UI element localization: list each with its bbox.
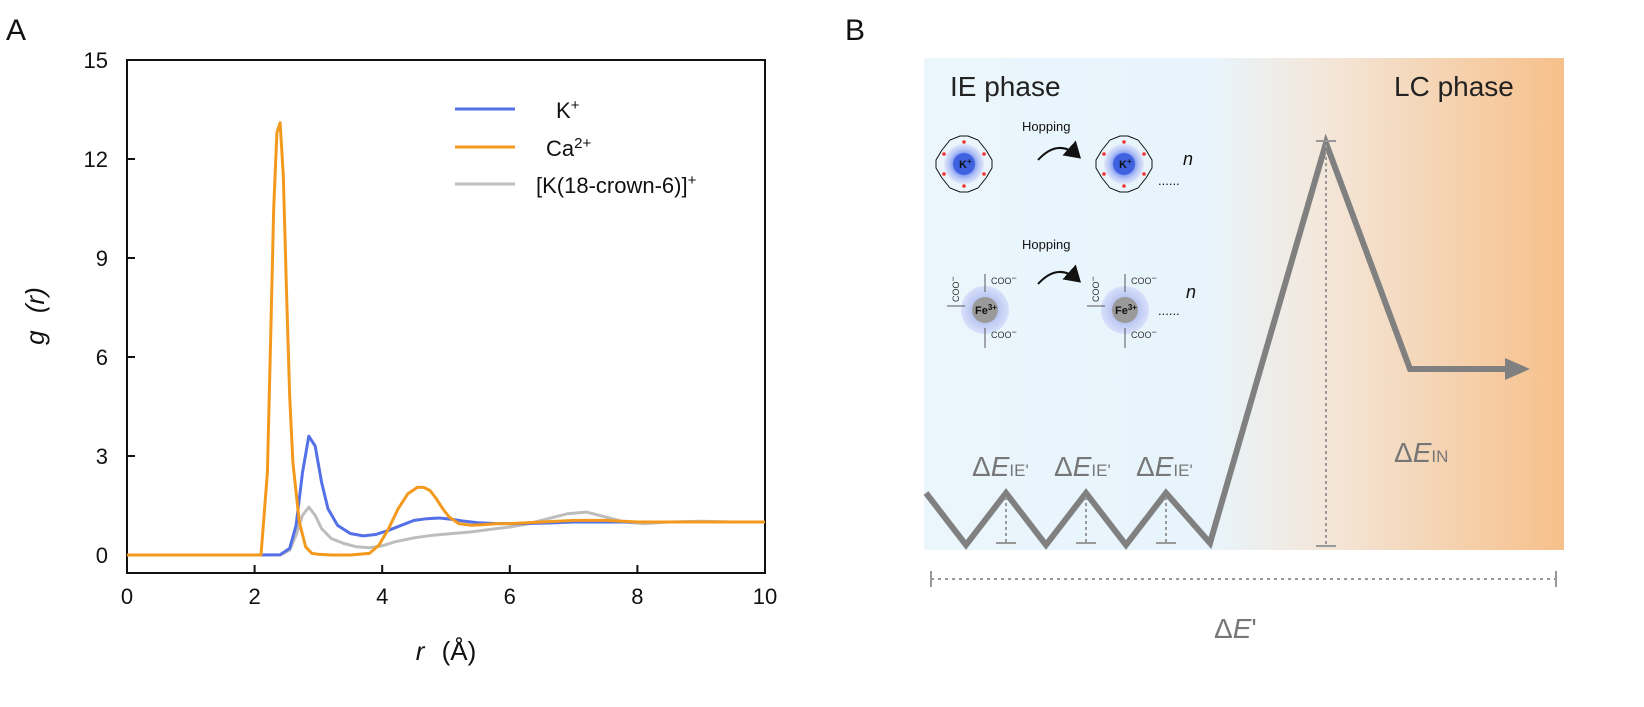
oxygen-dot (962, 184, 966, 188)
oxygen-dot (1122, 184, 1126, 188)
x-axis-title: r (Å) (416, 636, 477, 666)
x-tick-label: 2 (248, 584, 260, 609)
fe-ion-label: Fe3+ (975, 303, 997, 317)
fe-complex-left: Fe3+ COO− COO− COO− (947, 273, 1017, 348)
phase-background (924, 58, 1564, 550)
x-tick-label: 0 (121, 584, 133, 609)
k-crown-left: K+ (935, 135, 993, 193)
series-line-k (127, 434, 765, 557)
x-tick-label: 10 (753, 584, 777, 609)
oxygen-dot (962, 140, 966, 144)
oxygen-dot (942, 152, 946, 156)
delta-e-ie-2: ΔEIE' (1054, 451, 1111, 482)
coo-label: COO− (948, 276, 961, 302)
oxygen-dot (1102, 152, 1106, 156)
hopping-arrow-1 (1037, 140, 1081, 161)
hopping-label-2: Hopping (1022, 237, 1070, 252)
fe-core (1112, 297, 1138, 323)
energy-diagram: IE phase LC phase K+ Hopping K+ (923, 58, 1564, 644)
delta-e-total: ΔE' (1214, 613, 1257, 644)
series-lines (127, 121, 765, 557)
oxygen-dot (1122, 140, 1126, 144)
ie-phase-label: IE phase (950, 71, 1061, 102)
oxygen-dot (942, 172, 946, 176)
coo-label: COO− (991, 273, 1017, 286)
dots-2: ...... (1158, 303, 1180, 318)
crown-ring (1095, 135, 1153, 193)
fe-ion-label: Fe3+ (1115, 303, 1137, 317)
legend-label-k: K+ (556, 97, 580, 123)
hopping-label-1: Hopping (1022, 119, 1070, 134)
delta-e-in: ΔEIN (1394, 437, 1448, 468)
energy-arrow-head (1505, 358, 1530, 380)
fe-complex-right: Fe3+ COO− COO− COO− (1087, 273, 1157, 348)
x-tick-label: 8 (631, 584, 643, 609)
dots-1: ...... (1158, 173, 1180, 188)
legend-label-crown: [K(18-crown-6)]+ (536, 172, 697, 198)
y-axis-var: g (20, 330, 50, 345)
x-axis-var: r (416, 636, 426, 666)
y-tick-label: 15 (84, 48, 108, 73)
oxygen-dot (1142, 172, 1146, 176)
ie-barrier-markers (996, 140, 1336, 547)
coo-label: COO− (1131, 273, 1157, 286)
k-crown-right: K+ (1095, 135, 1153, 193)
plot-frame (126, 59, 766, 574)
rdf-chart: 0 2 4 6 8 10 0 3 6 9 12 15 r (Å) g (r) K+ Ca2+ [K(1… (20, 48, 777, 666)
panel-b-label: B (845, 14, 865, 47)
y-axis-arg: (r) (20, 287, 50, 313)
coo-label: COO− (1131, 327, 1157, 340)
coo-label: COO− (1088, 276, 1101, 302)
k-ion-label: K+ (1119, 157, 1132, 171)
oxygen-dot (1142, 152, 1146, 156)
series-line-ca (127, 121, 765, 557)
energy-profile-line (923, 133, 1520, 550)
k-core (1113, 153, 1135, 175)
x-tick-label: 4 (376, 584, 388, 609)
y-tick-label: 9 (96, 246, 108, 271)
y-tick-label: 0 (96, 543, 108, 568)
oxygen-dot (1102, 172, 1106, 176)
coo-label: COO− (991, 327, 1017, 340)
x-axis-unit: (Å) (442, 636, 477, 666)
n-label-1: n (1183, 149, 1193, 169)
n-label-2: n (1186, 282, 1196, 302)
crown-ring (935, 135, 993, 193)
y-tick-label: 3 (96, 444, 108, 469)
hopping-arrow-2 (1037, 264, 1081, 285)
y-tick-label: 6 (96, 345, 108, 370)
lc-phase-label: LC phase (1394, 71, 1514, 102)
x-tick-label: 6 (504, 584, 516, 609)
fe-core (972, 297, 998, 323)
axis-ticks: 0 2 4 6 8 10 0 3 6 9 12 15 (84, 48, 778, 609)
delta-e-ie-3: ΔEIE' (1136, 451, 1193, 482)
y-tick-label: 12 (84, 147, 108, 172)
k-ion-label: K+ (959, 157, 972, 171)
k-core (953, 153, 975, 175)
legend: K+ Ca2+ [K(18-crown-6)]+ (455, 97, 697, 198)
delta-e-ie-1: ΔEIE' (972, 451, 1029, 482)
legend-label-ca: Ca2+ (546, 135, 591, 161)
oxygen-dot (982, 152, 986, 156)
oxygen-dot (982, 172, 986, 176)
y-axis-title: g (r) (20, 287, 50, 345)
panel-a-label: A (6, 14, 26, 47)
